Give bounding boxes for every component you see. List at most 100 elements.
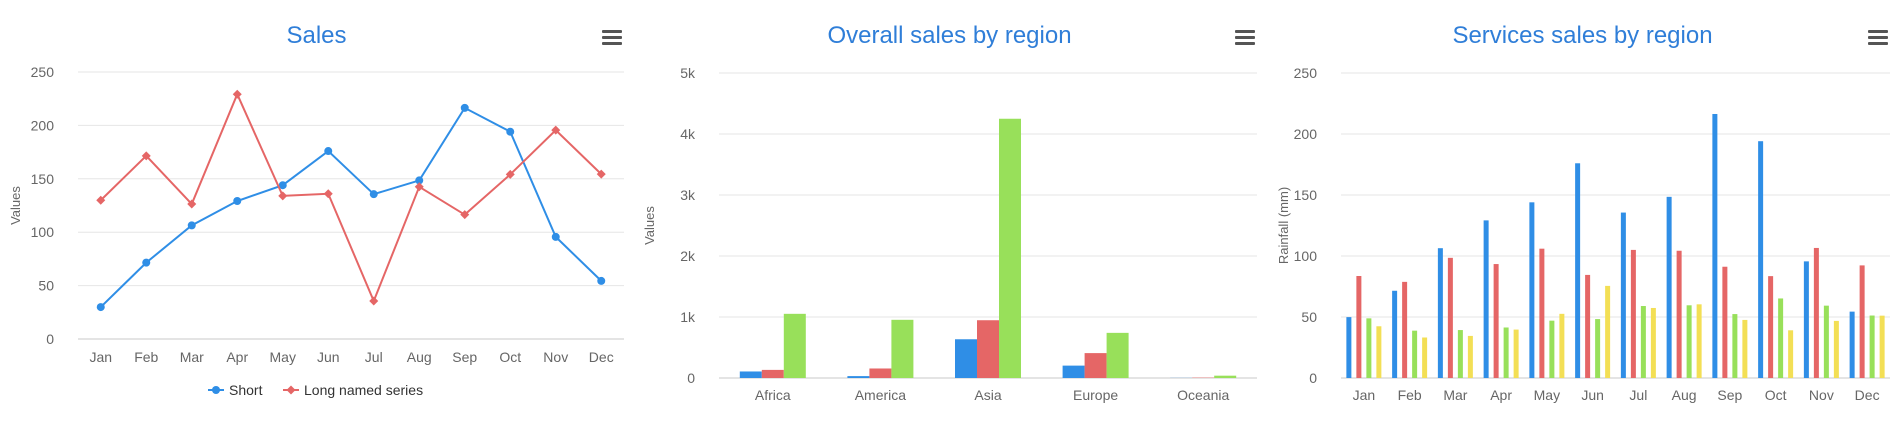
bar <box>1549 320 1555 378</box>
bar <box>1620 212 1626 378</box>
y-tick-label: 150 <box>1294 187 1318 203</box>
bar <box>1062 365 1085 378</box>
x-tick-label: America <box>855 387 907 403</box>
data-point <box>415 176 424 185</box>
x-tick-label: Aug <box>407 349 432 365</box>
bar <box>1503 327 1509 378</box>
legend-label: Long named series <box>304 382 423 398</box>
data-point <box>96 303 105 312</box>
data-point <box>551 125 561 135</box>
bar <box>1768 276 1774 378</box>
data-point <box>460 210 470 220</box>
hamburger-menu-icon[interactable] <box>1868 30 1888 46</box>
data-point <box>505 169 515 179</box>
legend-marker <box>286 385 296 395</box>
x-tick-label: Jul <box>1629 387 1647 403</box>
bar <box>1539 248 1545 378</box>
bar <box>1676 250 1682 378</box>
bar <box>1356 276 1362 378</box>
x-tick-label: Jul <box>365 349 383 365</box>
x-tick-label: Oceania <box>1177 387 1229 403</box>
bar <box>1879 315 1885 378</box>
data-point <box>369 296 379 306</box>
y-tick-label: 100 <box>31 224 55 240</box>
y-tick-label: 250 <box>31 64 55 80</box>
x-tick-label: Jan <box>1353 387 1376 403</box>
bar <box>1483 220 1489 378</box>
x-tick-label: Mar <box>1443 387 1467 403</box>
bar <box>1559 313 1565 378</box>
bar <box>1823 305 1829 378</box>
bar <box>1084 353 1107 378</box>
bar <box>1788 330 1794 378</box>
y-tick-label: 2k <box>680 248 696 264</box>
legend-marker <box>212 386 220 394</box>
y-tick-label: 0 <box>687 370 695 386</box>
services-sales-chart-panel: Services sales by region 0 50 100 150 200 250… <box>1266 0 1899 434</box>
bar <box>999 118 1021 378</box>
sales-chart-panel: Sales 0 50 100 150 200 250 Values Jan Feb Mar Apr M… <box>0 0 633 434</box>
x-tick-label: Apr <box>1490 387 1512 403</box>
bar <box>1722 266 1728 378</box>
bar <box>1376 326 1382 378</box>
bar <box>1402 281 1408 378</box>
bar <box>1650 307 1656 378</box>
data-point <box>232 89 242 99</box>
x-tick-label: Jan <box>89 349 112 365</box>
data-point <box>278 181 287 190</box>
bar <box>1447 257 1453 378</box>
bar <box>1214 375 1237 378</box>
x-tick-label: Jun <box>1581 387 1604 403</box>
chart-title: Services sales by region <box>1452 22 1713 49</box>
x-tick-label: Mar <box>180 349 204 365</box>
bar <box>1605 285 1611 378</box>
services-sales-bar-chart: 0 50 100 150 200 250 Rainfall (mm) Jan Feb Mar Apr… <box>1276 65 1890 403</box>
data-point <box>414 182 424 192</box>
x-tick-label: Nov <box>1809 387 1834 403</box>
bar <box>1833 320 1839 378</box>
data-point <box>551 232 560 241</box>
hamburger-menu-icon[interactable] <box>1235 30 1255 46</box>
bar <box>1392 290 1398 378</box>
bar <box>1467 335 1473 378</box>
overall-sales-bar-chart: 0 1k 2k 3k 4k 5k Values Africa America Asia Europe… <box>642 65 1257 403</box>
bar <box>1696 304 1702 378</box>
data-point <box>596 169 606 179</box>
y-tick-label: 0 <box>1309 370 1317 386</box>
x-tick-label: Sep <box>1717 387 1742 403</box>
bar <box>783 313 806 378</box>
x-tick-label: Dec <box>589 349 614 365</box>
x-tick-label: Sep <box>452 349 477 365</box>
bar <box>1732 314 1738 378</box>
x-tick-label: May <box>270 349 296 365</box>
series-line <box>100 91 602 304</box>
data-point <box>369 190 378 199</box>
bar <box>1366 318 1372 378</box>
x-tick-label: Dec <box>1855 387 1880 403</box>
x-tick-label: Feb <box>1398 387 1422 403</box>
series-line <box>100 106 602 308</box>
y-tick-label: 100 <box>1294 248 1318 264</box>
legend-label: Short <box>229 382 263 398</box>
bar <box>1529 202 1535 378</box>
bar <box>1742 319 1748 378</box>
y-tick-label: 250 <box>1294 65 1318 81</box>
bar <box>1422 337 1428 378</box>
bar <box>977 320 999 378</box>
hamburger-menu-icon[interactable] <box>602 30 622 46</box>
bar <box>1585 274 1591 378</box>
data-point <box>96 195 106 205</box>
bar <box>1849 311 1855 378</box>
bar <box>1666 196 1672 378</box>
y-tick-label: 3k <box>680 187 696 203</box>
data-point <box>460 103 469 112</box>
bar <box>1630 249 1636 378</box>
bar <box>739 371 762 378</box>
bar <box>1813 247 1819 378</box>
data-point <box>141 151 151 161</box>
y-axis-label: Values <box>8 186 23 225</box>
x-tick-label: Asia <box>974 387 1001 403</box>
x-tick-label: Oct <box>499 349 521 365</box>
y-tick-label: 150 <box>31 171 55 187</box>
chart-title: Overall sales by region <box>827 22 1072 49</box>
